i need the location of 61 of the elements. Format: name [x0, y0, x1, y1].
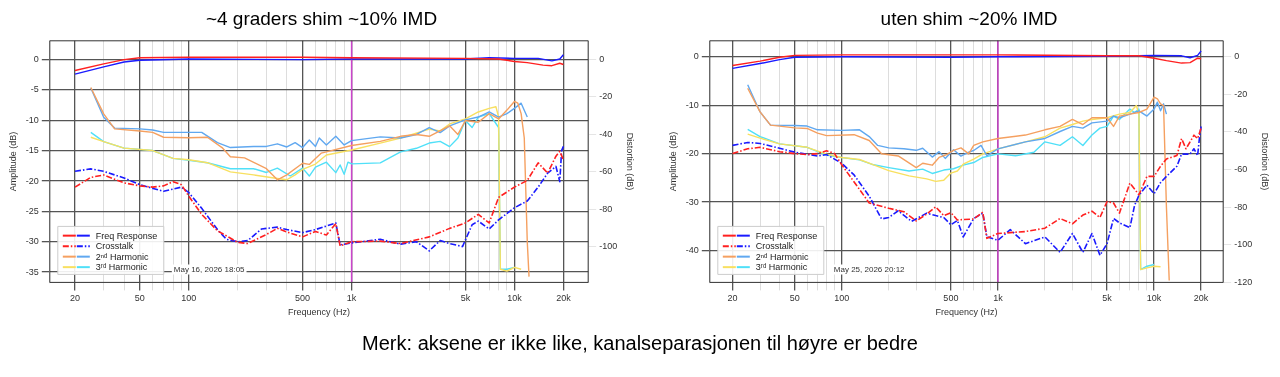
x-tick-label: 500 — [943, 293, 959, 304]
y2-tick-label: -100 — [599, 241, 618, 252]
y-tick-label: -10 — [685, 99, 699, 110]
x-tick-label: 20k — [556, 293, 572, 304]
x-tick-label: 50 — [789, 293, 800, 304]
y2-tick-label: 0 — [599, 54, 605, 65]
y2-tick-label: 0 — [1234, 51, 1240, 62]
y-tick-label: -20 — [25, 175, 39, 186]
y-tick-label: -35 — [25, 266, 39, 277]
legend-label: 3ʳᵈ Harmonic — [95, 262, 148, 273]
x-tick-label: 20k — [1193, 293, 1209, 304]
y2-tick-label: -100 — [1234, 239, 1253, 250]
y-tick-label: -10 — [25, 114, 39, 125]
y-tick-label: -5 — [30, 84, 39, 95]
y-tick-label: -30 — [25, 236, 39, 247]
chart-title: uten shim ~20% IMD — [880, 7, 1058, 29]
legend-label: 3ʳᵈ Harmonic — [755, 262, 808, 273]
legend-label: 2ⁿᵈ Harmonic — [95, 251, 149, 262]
y2-tick-label: -40 — [1234, 126, 1248, 137]
text: Merk: aksene er ikke like, kanalseparasjonen til høyre er bedre — [361, 332, 919, 355]
y2-tick-label: -80 — [599, 203, 613, 214]
y-tick-label: 0 — [33, 54, 39, 65]
y2-tick-label: -60 — [1234, 163, 1248, 174]
x-tick-label: 1k — [346, 293, 357, 304]
x-tick-label: 1k — [993, 293, 1004, 304]
y-tick-label: -30 — [685, 196, 699, 207]
x-tick-label: 5k — [460, 293, 471, 304]
annotation: May 25, 2026 20:12 — [833, 265, 906, 275]
y2-tick-label: -80 — [1234, 201, 1248, 212]
y2-tick-label: -20 — [1234, 88, 1248, 99]
y2-tick-label: -20 — [599, 91, 613, 102]
y2-tick-label: -120 — [1234, 276, 1253, 287]
y2-axis-title: Distortion (dB) — [1260, 132, 1271, 191]
x-tick-label: 10k — [1146, 293, 1162, 304]
legend-label: Freq Response — [95, 230, 158, 241]
y2-tick-label: -40 — [599, 128, 613, 139]
x-tick-label: 500 — [295, 293, 311, 304]
chart-title: ~4 graders shim ~10% IMD — [205, 7, 438, 29]
y-axis-title: Amplitude (dB) — [7, 131, 18, 192]
legend-label: Crosstalk — [755, 241, 794, 252]
x-tick-label: 100 — [834, 293, 850, 304]
y-tick-label: -15 — [25, 145, 39, 156]
x-axis-title: Frequency (Hz) — [287, 307, 351, 318]
x-tick-label: 20 — [727, 293, 738, 304]
y-tick-label: -40 — [685, 244, 699, 255]
annotation: May 16, 2026 18:05 — [173, 265, 246, 275]
x-tick-label: 50 — [134, 293, 145, 304]
y2-axis-title: Distortion (dB) — [625, 132, 636, 191]
x-tick-label: 10k — [507, 293, 523, 304]
x-tick-label: 5k — [1102, 293, 1113, 304]
x-tick-label: 100 — [181, 293, 197, 304]
legend-label: 2ⁿᵈ Harmonic — [755, 251, 809, 262]
y-tick-label: -20 — [685, 148, 699, 159]
x-tick-label: 20 — [70, 293, 81, 304]
legend-label: Crosstalk — [95, 241, 134, 252]
legend-label: Freq Response — [755, 230, 818, 241]
y-tick-label: 0 — [693, 51, 699, 62]
y-tick-label: -25 — [25, 205, 39, 216]
y-axis-title: Amplitude (dB) — [667, 131, 678, 192]
x-axis-title: Frequency (Hz) — [935, 307, 998, 318]
y2-tick-label: -60 — [599, 166, 613, 177]
